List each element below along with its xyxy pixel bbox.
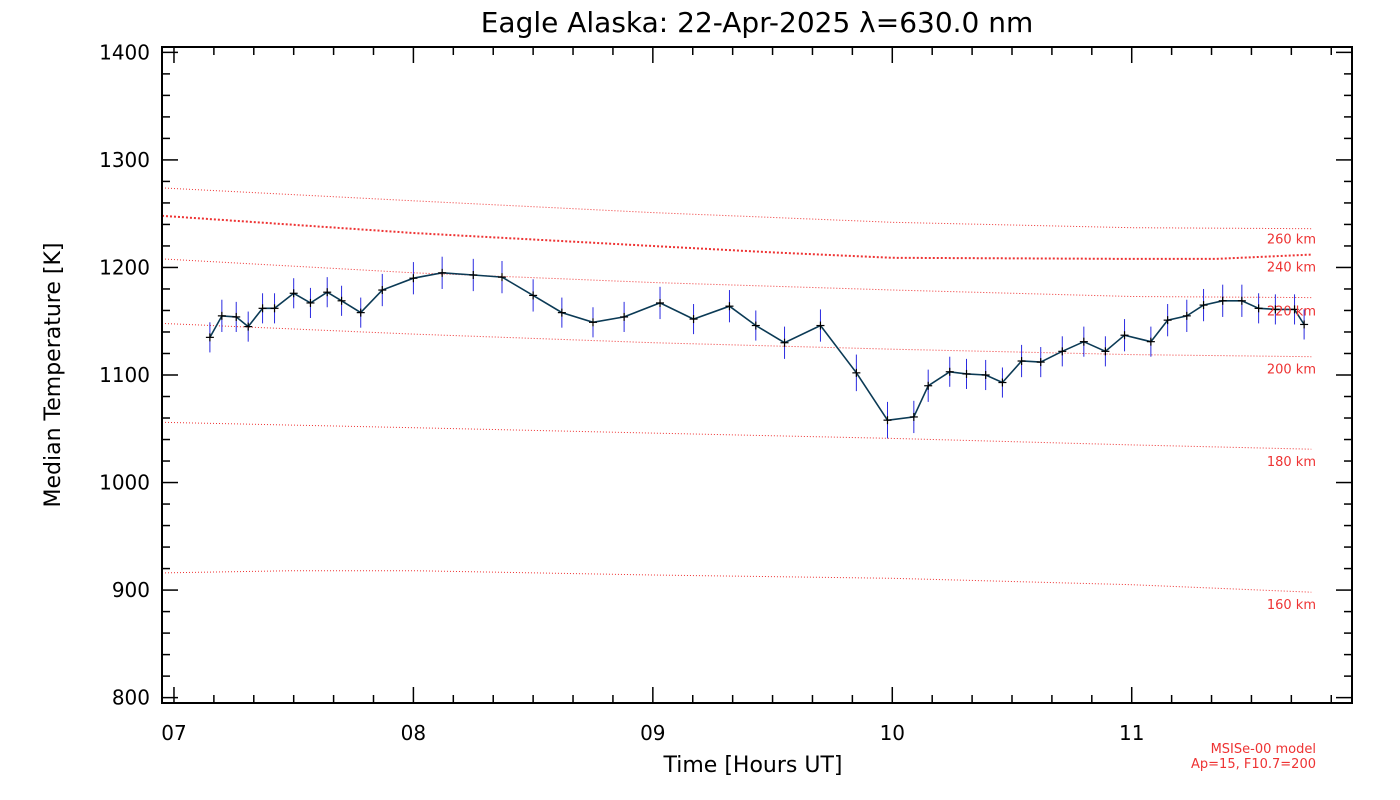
- model-curve-220-km: [161, 258, 1312, 299]
- y-tick-label: 900: [112, 578, 150, 602]
- data-point: [656, 298, 665, 307]
- data-point: [217, 311, 226, 320]
- model-curve-160-km: [161, 570, 1312, 593]
- data-point: [780, 338, 789, 347]
- data-point: [852, 368, 861, 377]
- altitude-label-200-km: 200 km: [1267, 363, 1316, 378]
- data-point: [725, 302, 734, 311]
- x-axis-tick-labels: 07 08 09 10 11: [161, 721, 1144, 745]
- data-point: [244, 322, 253, 331]
- data-point: [1120, 331, 1129, 340]
- data-point: [1271, 305, 1280, 314]
- data-point: [909, 412, 918, 421]
- y-tick-label: 1200: [99, 256, 150, 280]
- data-point: [1300, 320, 1309, 329]
- data-point: [557, 308, 566, 317]
- model-curve-180-km: [161, 421, 1312, 450]
- data-point: [883, 416, 892, 425]
- data-point: [962, 369, 971, 378]
- data-point: [409, 274, 418, 283]
- data-point: [1182, 311, 1191, 320]
- data-point: [469, 270, 478, 279]
- x-tick-label: 11: [1119, 721, 1144, 745]
- altitude-label-180-km: 180 km: [1267, 455, 1316, 470]
- x-tick-label: 09: [640, 721, 665, 745]
- y-axis-ticks: [162, 51, 1352, 699]
- data-point: [1199, 301, 1208, 310]
- data-point: [306, 298, 315, 307]
- data-point: [498, 273, 506, 282]
- data-point: [945, 367, 954, 376]
- model-note-line-1: MSISe-00 model: [1211, 742, 1316, 757]
- temperature-series-line: [209, 271, 1305, 422]
- altitude-label-240-km: 240 km: [1267, 261, 1316, 276]
- data-point: [924, 381, 933, 390]
- model-curve-260-km: [161, 187, 1312, 230]
- x-tick-label: 10: [880, 721, 905, 745]
- data-point: [588, 318, 597, 327]
- data-point: [438, 268, 447, 277]
- model-curves: [161, 187, 1312, 593]
- data-point: [1079, 337, 1088, 346]
- data-point: [689, 315, 698, 324]
- x-axis-label: Time [Hours UT]: [663, 753, 843, 778]
- data-markers: [205, 268, 1309, 425]
- error-bars: [209, 256, 1305, 439]
- data-point: [1036, 358, 1045, 367]
- data-point: [1146, 337, 1155, 346]
- y-axis-label: Median Temperature [K]: [41, 243, 66, 508]
- data-point: [998, 378, 1007, 387]
- x-axis-ticks: [173, 47, 1332, 703]
- data-point: [1254, 304, 1263, 313]
- data-point: [378, 286, 387, 295]
- data-point: [1163, 316, 1172, 325]
- data-point: [270, 304, 279, 313]
- data-point: [751, 321, 760, 330]
- altitude-label-160-km: 160 km: [1267, 598, 1316, 613]
- data-point: [337, 296, 346, 305]
- plot-frame: [161, 46, 1353, 704]
- data-point: [981, 371, 990, 379]
- y-tick-label: 1400: [99, 40, 150, 64]
- model-curve-200-km: [161, 322, 1312, 358]
- data-point: [1101, 347, 1110, 356]
- data-point: [1237, 296, 1246, 305]
- data-point: [258, 304, 267, 313]
- model-note-line-2: Ap=15, F10.7=200: [1191, 757, 1316, 772]
- data-point: [323, 288, 332, 297]
- model-curve-240-km: [161, 214, 1312, 260]
- chart-title: Eagle Alaska: 22-Apr-2025 λ=630.0 nm: [481, 6, 1034, 39]
- data-point: [1058, 347, 1067, 356]
- data-point: [205, 333, 214, 342]
- y-tick-label: 1100: [99, 363, 150, 387]
- data-point: [1017, 357, 1026, 366]
- x-tick-label: 07: [161, 721, 186, 745]
- altitude-label-260-km: 260 km: [1267, 233, 1316, 248]
- x-tick-label: 08: [401, 721, 426, 745]
- data-point: [289, 289, 298, 298]
- data-point: [356, 308, 365, 317]
- y-tick-label: 800: [112, 686, 150, 710]
- data-point: [232, 312, 241, 321]
- data-point: [816, 321, 825, 330]
- altitude-label-220-km: 220 km: [1267, 305, 1316, 320]
- altitude-labels: 260 km 240 km 220 km 200 km 180 km 160 km: [1267, 233, 1316, 614]
- data-point: [1290, 305, 1299, 314]
- data-point: [529, 291, 538, 300]
- y-axis-tick-labels: 800 900 1000 1100 1200 1300 1400: [99, 40, 150, 709]
- data-point: [1218, 296, 1227, 305]
- data-point: [620, 312, 629, 321]
- y-tick-label: 1300: [99, 148, 150, 172]
- y-tick-label: 1000: [99, 471, 150, 495]
